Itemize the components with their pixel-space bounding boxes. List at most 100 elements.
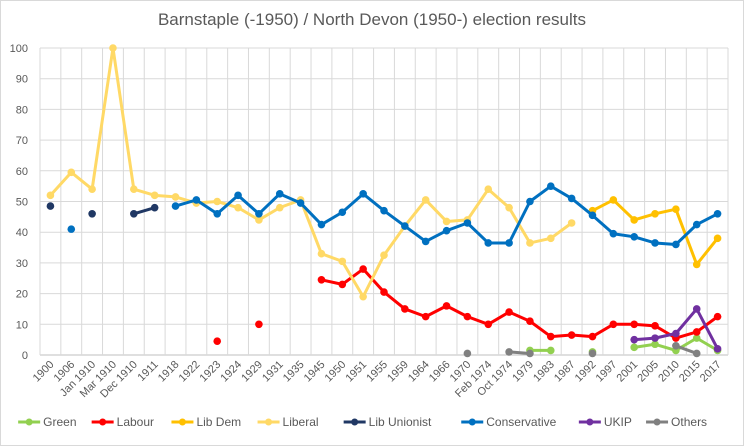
data-point-liberal <box>109 44 117 52</box>
legend-label: Lib Dem <box>196 415 241 429</box>
data-point-lib-dem <box>609 196 618 204</box>
data-point-liberal <box>546 234 555 243</box>
data-point-labour <box>588 332 597 341</box>
y-tick-label: 50 <box>16 197 28 209</box>
data-point-green <box>630 343 638 352</box>
x-tick-label: 1966 <box>427 359 453 385</box>
x-tick-label: 2017 <box>698 359 724 385</box>
data-point-labour <box>651 322 659 330</box>
data-point-conservative <box>192 196 201 204</box>
x-tick-label: 1950 <box>323 359 349 385</box>
data-point-labour <box>380 288 388 296</box>
legend-marker <box>178 418 186 426</box>
data-point-lib-dem <box>630 216 638 224</box>
data-point-conservative <box>526 197 534 206</box>
data-point-labour <box>546 332 555 341</box>
data-point-ukip <box>672 329 680 338</box>
legend-marker <box>265 418 273 426</box>
data-point-labour <box>463 312 472 321</box>
data-point-ukip <box>692 305 701 313</box>
data-point-liberal <box>505 203 513 212</box>
x-tick-label: 1945 <box>302 359 328 385</box>
data-point-labour <box>213 337 222 345</box>
x-tick-label: 1900 <box>31 359 57 385</box>
x-tick-label: 1929 <box>239 359 265 385</box>
legend-label: UKIP <box>604 415 632 429</box>
data-point-conservative <box>672 240 680 249</box>
data-point-liberal <box>171 193 180 201</box>
data-point-liberal <box>255 216 263 224</box>
data-point-labour <box>442 302 451 310</box>
data-point-others <box>672 341 680 350</box>
legend-label: Others <box>671 415 707 429</box>
legend-label: Lib Unionist <box>369 415 432 429</box>
x-tick-label: 1979 <box>510 359 536 385</box>
data-point-liberal <box>317 249 326 258</box>
data-point-liberal <box>380 251 388 260</box>
y-tick-label: 10 <box>16 319 28 331</box>
x-tick-label: 1983 <box>531 359 557 385</box>
data-point-liberal <box>567 219 576 227</box>
data-point-conservative <box>505 239 513 247</box>
x-tick-label: 1911 <box>136 359 161 384</box>
data-point-labour <box>567 331 576 339</box>
data-point-conservative <box>442 226 451 235</box>
data-point-conservative <box>317 220 326 229</box>
y-tick-label: 0 <box>22 350 28 362</box>
chart-title: Barnstaple (-1950) / North Devon (1950-)… <box>157 10 587 29</box>
data-point-labour <box>609 320 618 329</box>
data-point-liberal <box>526 239 534 247</box>
data-point-labour <box>401 305 409 313</box>
data-point-labour <box>713 312 722 321</box>
x-tick-label: 1987 <box>552 359 578 385</box>
data-point-conservative <box>213 209 222 218</box>
legend-marker <box>25 418 33 426</box>
data-point-green <box>546 346 555 355</box>
data-point-liberal <box>150 191 159 200</box>
data-point-conservative <box>359 190 367 198</box>
legend-label: Labour <box>117 415 154 429</box>
legend-marker <box>351 418 359 426</box>
data-point-others <box>692 349 701 358</box>
data-point-conservative <box>692 220 701 229</box>
data-point-liberal <box>234 203 242 212</box>
y-tick-label: 80 <box>16 104 28 116</box>
data-point-ukip <box>630 335 638 344</box>
data-point-others <box>505 348 513 356</box>
data-point-labour <box>421 312 430 321</box>
data-point-liberal <box>275 203 284 212</box>
data-point-others <box>526 349 534 358</box>
data-point-conservative <box>630 233 638 241</box>
data-point-conservative <box>609 229 618 238</box>
data-point-liberal <box>338 257 347 266</box>
data-point-lib-dem <box>692 260 701 269</box>
y-tick-label: 100 <box>10 43 28 55</box>
y-tick-label: 70 <box>16 135 28 147</box>
legend-marker <box>468 418 476 426</box>
legend-marker <box>586 418 594 426</box>
y-tick-label: 90 <box>16 74 28 86</box>
data-point-conservative <box>651 239 659 247</box>
data-point-lib-dem <box>713 234 722 243</box>
x-tick-label: 1964 <box>406 359 432 385</box>
data-point-liberal <box>46 191 55 200</box>
data-point-labour <box>317 275 326 284</box>
data-point-conservative <box>463 219 472 227</box>
data-point-lib-dem <box>651 209 659 218</box>
x-tick-label: 1997 <box>594 359 620 385</box>
legend-label: Liberal <box>283 415 319 429</box>
data-point-others <box>588 349 597 358</box>
data-point-labour <box>255 320 263 329</box>
x-tick-label: 2005 <box>635 359 661 385</box>
data-point-conservative <box>171 202 180 210</box>
data-point-conservative <box>421 237 430 246</box>
data-point-conservative <box>484 239 493 247</box>
data-point-ukip <box>713 345 722 353</box>
legend-label: Green <box>43 415 76 429</box>
data-point-others <box>463 349 472 358</box>
data-point-lib-dem <box>672 205 680 213</box>
y-tick-label: 20 <box>16 289 28 301</box>
data-point-conservative <box>588 211 597 220</box>
data-point-liberal <box>67 168 76 177</box>
